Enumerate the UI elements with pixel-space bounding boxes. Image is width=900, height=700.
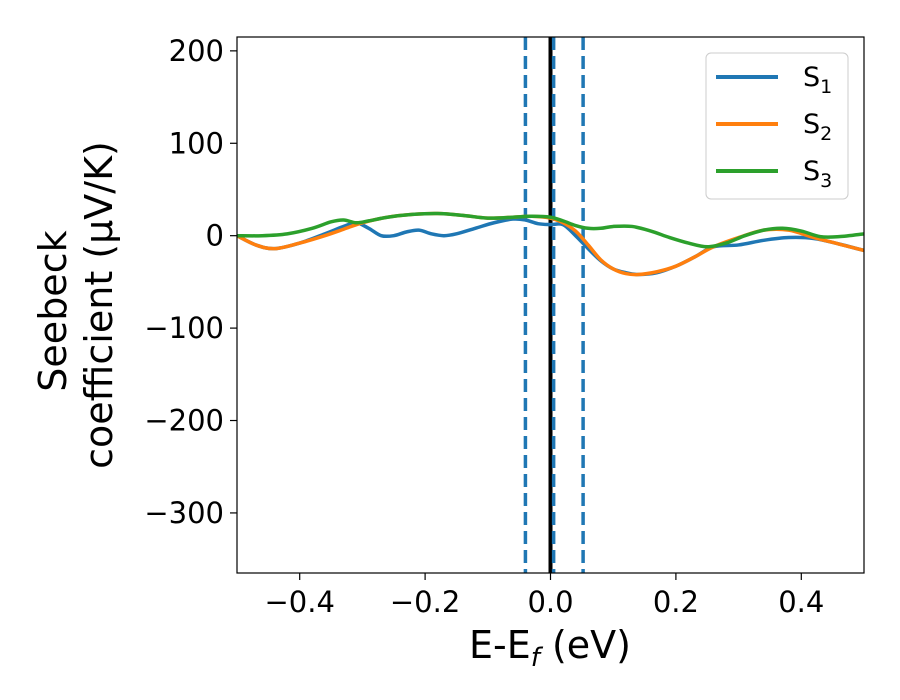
x-axis-ticks: −0.4 −0.2 0.0 0.2 0.4 [264, 573, 824, 619]
y-tick-label: −200 [144, 404, 224, 438]
x-axis-title: E-Ef (eV) [469, 623, 631, 673]
y-tick-label: 100 [169, 126, 224, 160]
reference-lines [523, 37, 585, 573]
legend: S1 S2 S3 [705, 52, 849, 200]
y-axis-title: Seebeck coefficient (μV/K) [31, 141, 121, 469]
x-axis-title-main: E-E [469, 623, 531, 667]
x-tick-label: −0.2 [390, 585, 460, 619]
y-axis-title-line2: coefficient (μV/K) [77, 141, 121, 469]
x-tick-label: 0.4 [778, 585, 824, 619]
y-axis-ticks: 200 100 0 −100 −200 −300 [144, 34, 237, 530]
y-tick-label: 0 [206, 219, 224, 253]
x-tick-label: 0.2 [653, 585, 699, 619]
y-tick-label: −100 [144, 311, 224, 345]
series-line-s3 [237, 211, 864, 249]
x-tick-label: 0.0 [527, 585, 573, 619]
legend-label: S1 [803, 62, 832, 98]
x-tick-label: −0.4 [264, 585, 334, 619]
legend-label: S3 [803, 156, 832, 192]
y-axis-title-line1: Seebeck [31, 230, 75, 391]
y-tick-label: −300 [144, 496, 224, 530]
y-tick-label: 200 [169, 34, 224, 68]
legend-entries: S1 S2 S3 [716, 62, 832, 192]
legend-label: S2 [803, 109, 832, 145]
series-lines [237, 211, 864, 277]
x-axis-title-unit: (eV) [540, 623, 631, 667]
